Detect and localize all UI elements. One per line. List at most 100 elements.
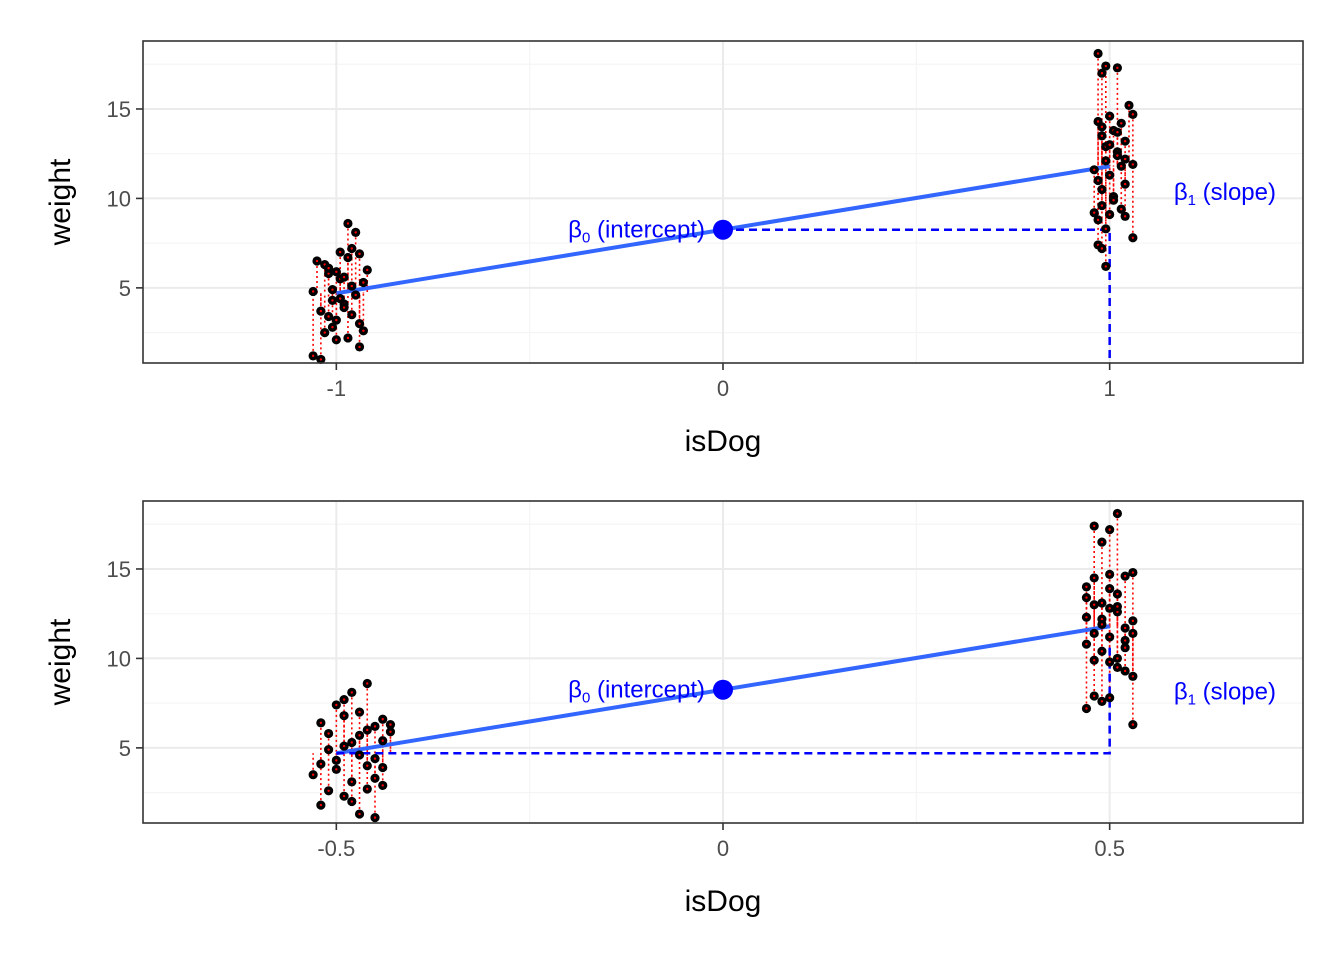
data-point-center bbox=[1100, 204, 1104, 207]
data-point-center bbox=[1104, 265, 1108, 268]
data-point-center bbox=[1131, 113, 1135, 116]
data-point-center bbox=[1093, 659, 1096, 662]
data-point-center bbox=[327, 266, 330, 270]
data-point-center bbox=[1120, 122, 1123, 125]
data-point-center bbox=[335, 703, 338, 707]
data-point-center bbox=[1100, 540, 1104, 544]
data-point-center bbox=[1123, 139, 1127, 143]
data-point-center bbox=[358, 734, 361, 737]
data-point-center bbox=[346, 336, 350, 340]
intercept-text: (intercept) bbox=[590, 217, 705, 244]
data-point-center bbox=[315, 259, 319, 263]
y-tick-label: 10 bbox=[107, 646, 131, 671]
data-point-center bbox=[327, 315, 330, 318]
data-point-center bbox=[311, 773, 315, 776]
beta-symbol: β bbox=[568, 677, 582, 704]
slope-guide-line bbox=[723, 228, 1111, 363]
data-point-center bbox=[327, 789, 330, 792]
data-point-center bbox=[1093, 211, 1096, 214]
data-point-center bbox=[1108, 660, 1111, 664]
beta-symbol: β bbox=[1174, 179, 1188, 206]
intercept-point bbox=[713, 679, 733, 700]
data-point-center bbox=[1085, 585, 1088, 589]
data-point-center bbox=[331, 326, 334, 329]
data-point-center bbox=[1104, 159, 1108, 163]
data-point-center bbox=[1131, 619, 1135, 623]
data-point-center bbox=[1093, 168, 1096, 171]
data-point-center bbox=[342, 306, 346, 309]
data-point-center bbox=[327, 748, 330, 751]
data-point-center bbox=[1108, 607, 1111, 610]
data-point-center bbox=[1108, 114, 1111, 118]
intercept-text: (intercept) bbox=[590, 677, 705, 704]
data-point-center bbox=[354, 231, 357, 234]
data-point-center bbox=[342, 794, 346, 798]
data-point-center bbox=[381, 718, 384, 721]
data-point-center bbox=[381, 739, 384, 742]
data-point-center bbox=[1108, 587, 1111, 590]
data-point-center bbox=[346, 222, 350, 225]
data-point-center bbox=[354, 293, 357, 297]
data-point-center bbox=[389, 723, 392, 726]
slope-guide-line bbox=[336, 644, 1111, 755]
data-point-center bbox=[342, 698, 346, 701]
data-point-center bbox=[1120, 207, 1123, 211]
data-point-center bbox=[1123, 639, 1127, 642]
data-point-center bbox=[335, 338, 338, 341]
data-point-center bbox=[331, 299, 334, 302]
data-point-center bbox=[1104, 64, 1108, 68]
data-point-center bbox=[1123, 574, 1127, 578]
y-tick-label: 10 bbox=[107, 186, 131, 211]
data-point-center bbox=[358, 322, 361, 325]
data-point-center bbox=[1093, 632, 1096, 635]
data-point-center bbox=[366, 728, 369, 732]
data-point-center bbox=[366, 268, 369, 272]
data-point-center bbox=[1108, 213, 1111, 216]
data-point-center bbox=[350, 800, 353, 803]
data-point-center bbox=[350, 247, 353, 250]
data-point-center bbox=[1100, 601, 1104, 605]
data-point-center bbox=[1104, 227, 1108, 231]
y-tick-label: 15 bbox=[107, 97, 131, 122]
data-point-center bbox=[1108, 173, 1111, 177]
slope-annotation: β1 (slope) bbox=[1174, 679, 1276, 709]
data-point-center bbox=[342, 275, 346, 279]
data-point-center bbox=[350, 691, 353, 694]
data-point-center bbox=[342, 744, 346, 748]
data-point-center bbox=[1123, 182, 1127, 186]
data-point-center bbox=[1100, 700, 1104, 703]
intercept-annotation: β0 (intercept) bbox=[568, 677, 705, 707]
data-point-center bbox=[335, 270, 338, 273]
data-point-center bbox=[342, 714, 346, 717]
data-point-center bbox=[1100, 134, 1104, 138]
data-point-center bbox=[1127, 104, 1131, 107]
data-point-center bbox=[1131, 675, 1135, 678]
data-point-center bbox=[319, 762, 323, 766]
data-point-center bbox=[358, 812, 361, 816]
data-point-center bbox=[323, 331, 326, 334]
data-point-center bbox=[319, 803, 323, 807]
data-point-center bbox=[1085, 596, 1088, 599]
data-point-center bbox=[1131, 632, 1135, 635]
y-axis-title: weight bbox=[44, 618, 77, 706]
data-point-center bbox=[1123, 626, 1127, 630]
data-point-center bbox=[1096, 52, 1100, 55]
data-point-center bbox=[1116, 66, 1119, 70]
data-point-center bbox=[1093, 603, 1096, 606]
y-tick-label: 5 bbox=[119, 736, 131, 761]
data-point-center bbox=[373, 777, 377, 780]
data-point-center bbox=[1131, 723, 1135, 726]
data-point-center bbox=[339, 297, 342, 300]
data-point-center bbox=[327, 732, 330, 735]
slope-subscript: 1 bbox=[1188, 192, 1196, 209]
x-tick-label: -0.5 bbox=[317, 836, 355, 861]
data-point-center bbox=[335, 768, 338, 771]
data-point-center bbox=[1100, 650, 1104, 653]
data-point-center bbox=[339, 250, 342, 254]
data-point-center bbox=[346, 256, 350, 259]
data-point-center bbox=[1093, 576, 1096, 580]
data-point-center bbox=[319, 721, 323, 725]
y-tick-label: 15 bbox=[107, 557, 131, 582]
y-axis-title: weight bbox=[44, 158, 77, 246]
